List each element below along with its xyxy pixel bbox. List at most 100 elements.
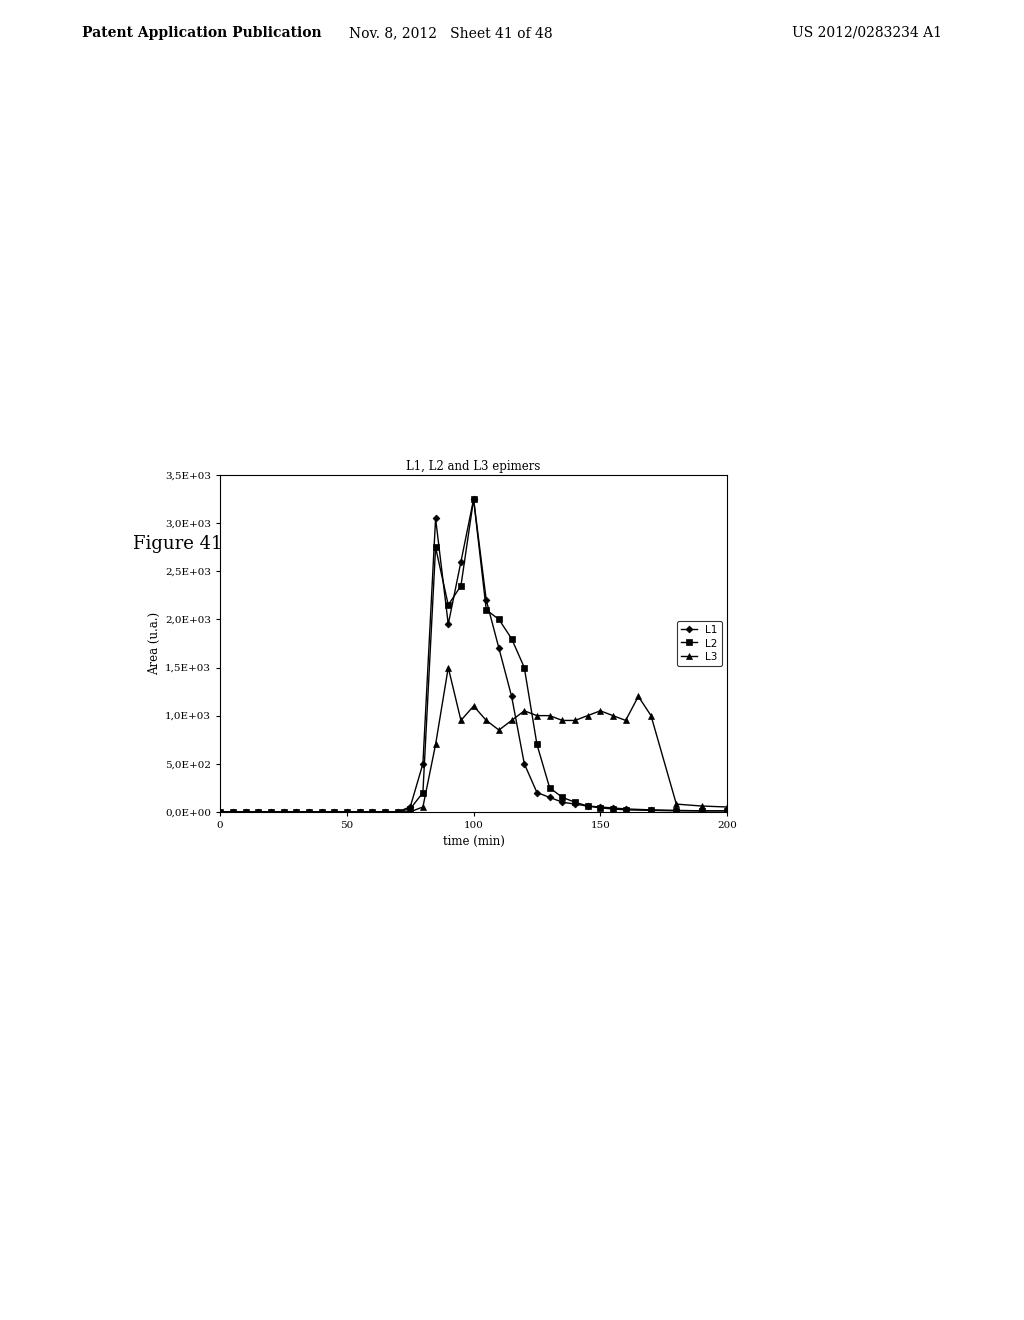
L3	[695, 799, 708, 814]
L3	[620, 713, 632, 729]
L2	[518, 660, 530, 676]
L1	[303, 804, 315, 820]
L1	[429, 511, 441, 527]
L1	[252, 804, 264, 820]
L1	[569, 796, 582, 812]
L1	[671, 803, 683, 818]
L3	[341, 804, 353, 820]
L3	[226, 804, 239, 820]
L3	[328, 804, 340, 820]
Text: Nov. 8, 2012   Sheet 41 of 48: Nov. 8, 2012 Sheet 41 of 48	[349, 26, 552, 40]
X-axis label: time (min): time (min)	[442, 836, 505, 849]
L3	[391, 804, 403, 820]
L3	[671, 796, 683, 812]
L2	[671, 803, 683, 818]
L2	[721, 803, 733, 818]
L1	[721, 803, 733, 818]
Legend: L1, L2, L3: L1, L2, L3	[677, 620, 722, 667]
L1	[391, 804, 403, 820]
Line: L2: L2	[217, 496, 730, 814]
L1	[620, 801, 632, 817]
L3	[303, 804, 315, 820]
Text: Figure 41: Figure 41	[133, 535, 222, 553]
L2	[695, 803, 708, 818]
L3	[493, 722, 505, 738]
L3	[582, 708, 594, 723]
L2	[544, 780, 556, 796]
L1	[467, 491, 479, 507]
L2	[556, 789, 568, 805]
L2	[226, 804, 239, 820]
L2	[645, 803, 657, 818]
L3	[278, 804, 290, 820]
L1	[404, 799, 417, 814]
L2	[493, 611, 505, 627]
L3	[530, 708, 543, 723]
L3	[264, 804, 276, 820]
L2	[341, 804, 353, 820]
L3	[594, 702, 606, 718]
L2	[582, 799, 594, 814]
L1	[695, 803, 708, 818]
Line: L3: L3	[217, 665, 730, 814]
L1	[594, 799, 606, 814]
L1	[582, 799, 594, 814]
L3	[480, 713, 493, 729]
L1	[214, 804, 226, 820]
L2	[303, 804, 315, 820]
L1	[645, 803, 657, 818]
L3	[429, 737, 441, 752]
L2	[607, 801, 620, 817]
L2	[442, 597, 455, 612]
L1	[328, 804, 340, 820]
L2	[391, 804, 403, 820]
L2	[315, 804, 328, 820]
L2	[252, 804, 264, 820]
L1	[518, 756, 530, 772]
Line: L1: L1	[218, 496, 729, 814]
L2	[353, 804, 366, 820]
L3	[214, 804, 226, 820]
L2	[290, 804, 302, 820]
L2	[367, 804, 379, 820]
L3	[442, 660, 455, 676]
L1	[506, 689, 518, 705]
L2	[417, 784, 429, 800]
L3	[632, 689, 644, 705]
L1	[290, 804, 302, 820]
L1	[264, 804, 276, 820]
L3	[544, 708, 556, 723]
L1	[379, 804, 391, 820]
L3	[556, 713, 568, 729]
L3	[240, 804, 252, 820]
L1	[240, 804, 252, 820]
L1	[278, 804, 290, 820]
L1	[607, 800, 620, 816]
L2	[404, 801, 417, 817]
L1	[544, 789, 556, 805]
L2	[506, 631, 518, 647]
L2	[240, 804, 252, 820]
L3	[252, 804, 264, 820]
L3	[379, 804, 391, 820]
L3	[607, 708, 620, 723]
L3	[569, 713, 582, 729]
L2	[480, 602, 493, 618]
L1	[367, 804, 379, 820]
L2	[328, 804, 340, 820]
L1	[493, 640, 505, 656]
L2	[264, 804, 276, 820]
L2	[214, 804, 226, 820]
L1	[455, 554, 467, 570]
L3	[367, 804, 379, 820]
L2	[594, 800, 606, 816]
L2	[278, 804, 290, 820]
L3	[404, 804, 417, 820]
L3	[290, 804, 302, 820]
L1	[417, 756, 429, 772]
L1	[341, 804, 353, 820]
L2	[455, 578, 467, 594]
L3	[467, 698, 479, 714]
L2	[530, 737, 543, 752]
Text: Patent Application Publication: Patent Application Publication	[82, 26, 322, 40]
